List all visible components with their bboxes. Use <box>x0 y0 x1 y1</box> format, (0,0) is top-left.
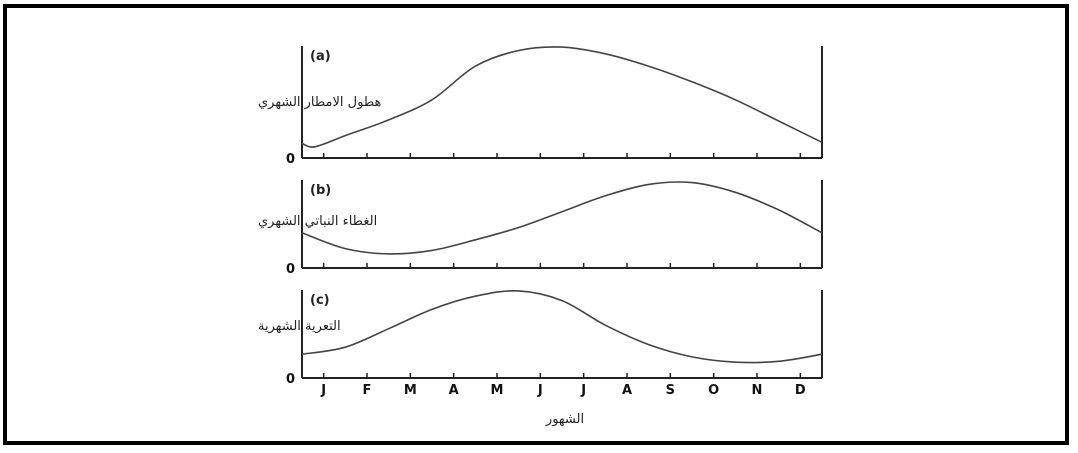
x-tick-label: A <box>622 383 632 398</box>
x-tick-label: A <box>449 383 459 398</box>
x-tick-label: N <box>752 383 763 398</box>
series-line <box>301 46 823 148</box>
x-tick-label: F <box>363 383 372 398</box>
series-line <box>301 289 823 364</box>
x-tick-label: S <box>666 383 675 398</box>
x-tick-label: J <box>580 383 586 398</box>
x-tick-label: D <box>795 383 806 398</box>
panel-label: (b) <box>310 183 331 198</box>
panel-ylabel: التعرية الشهرية <box>258 319 341 334</box>
x-tick-label: M <box>404 383 417 398</box>
zero-label: 0 <box>286 152 295 167</box>
figure-frame <box>3 4 1069 445</box>
panel-ylabel: هطول الامطار الشهري <box>258 95 381 110</box>
zero-label: 0 <box>286 372 295 387</box>
panel-label: (a) <box>310 49 331 64</box>
x-axis-title: الشهور <box>545 412 584 427</box>
series-line <box>301 181 823 255</box>
x-tick-label: M <box>491 383 504 398</box>
x-tick-label: J <box>320 383 326 398</box>
x-tick-label: J <box>537 383 543 398</box>
panel-ylabel: الغطاء النباتي الشهري <box>258 214 377 229</box>
zero-label: 0 <box>286 262 295 277</box>
x-tick-label: O <box>708 383 719 398</box>
panel-label: (c) <box>310 293 330 308</box>
